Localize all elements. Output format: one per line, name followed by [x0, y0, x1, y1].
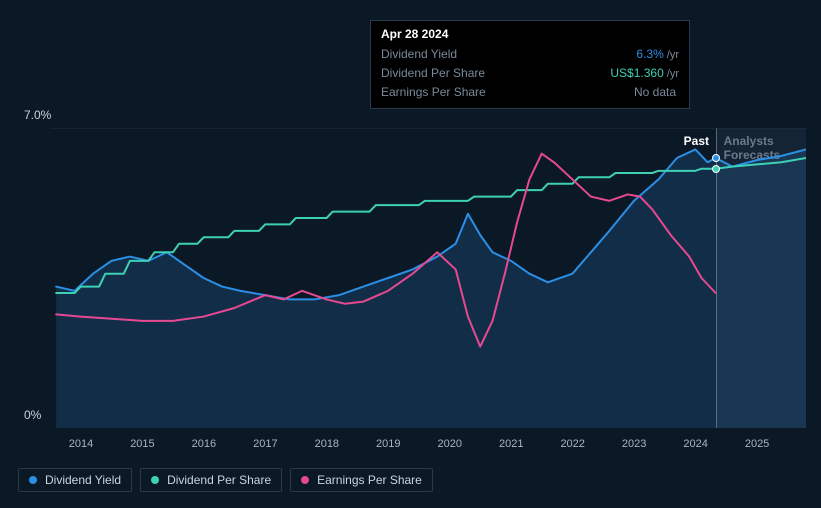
series-marker	[712, 154, 720, 162]
x-tick-label: 2017	[253, 438, 277, 450]
tooltip-label: Earnings Per Share	[381, 83, 486, 102]
x-tick-label: 2024	[683, 438, 707, 450]
legend-label: Earnings Per Share	[317, 473, 422, 487]
tooltip-label: Dividend Per Share	[381, 64, 485, 83]
legend-label: Dividend Yield	[45, 473, 121, 487]
tooltip-value: 6.3%/yr	[636, 45, 679, 64]
series-marker	[712, 165, 720, 173]
legend-item-earnings-per-share[interactable]: Earnings Per Share	[290, 468, 433, 492]
x-tick-label: 2015	[130, 438, 154, 450]
x-tick-label: 2020	[438, 438, 462, 450]
x-tick-label: 2023	[622, 438, 646, 450]
x-tick-label: 2025	[745, 438, 769, 450]
legend-label: Dividend Per Share	[167, 473, 271, 487]
legend-dot-icon	[301, 476, 309, 484]
x-tick-label: 2016	[192, 438, 216, 450]
legend-dot-icon	[29, 476, 37, 484]
tooltip-label: Dividend Yield	[381, 45, 457, 64]
tooltip-date: Apr 28 2024	[381, 27, 679, 41]
chart-plot	[50, 128, 806, 428]
x-tick-label: 2019	[376, 438, 400, 450]
x-tick-label: 2021	[499, 438, 523, 450]
legend-item-dividend-per-share[interactable]: Dividend Per Share	[140, 468, 282, 492]
chart-legend: Dividend Yield Dividend Per Share Earnin…	[18, 468, 433, 492]
tooltip-value: US$1.360/yr	[610, 64, 679, 83]
legend-dot-icon	[151, 476, 159, 484]
hover-tooltip: Apr 28 2024 Dividend Yield 6.3%/yr Divid…	[370, 20, 690, 109]
legend-item-dividend-yield[interactable]: Dividend Yield	[18, 468, 132, 492]
x-tick-label: 2018	[315, 438, 339, 450]
y-tick-top: 7.0%	[24, 108, 51, 122]
tooltip-value: No data	[634, 83, 679, 102]
x-tick-label: 2014	[69, 438, 93, 450]
x-tick-label: 2022	[560, 438, 584, 450]
y-tick-bottom: 0%	[24, 408, 41, 422]
